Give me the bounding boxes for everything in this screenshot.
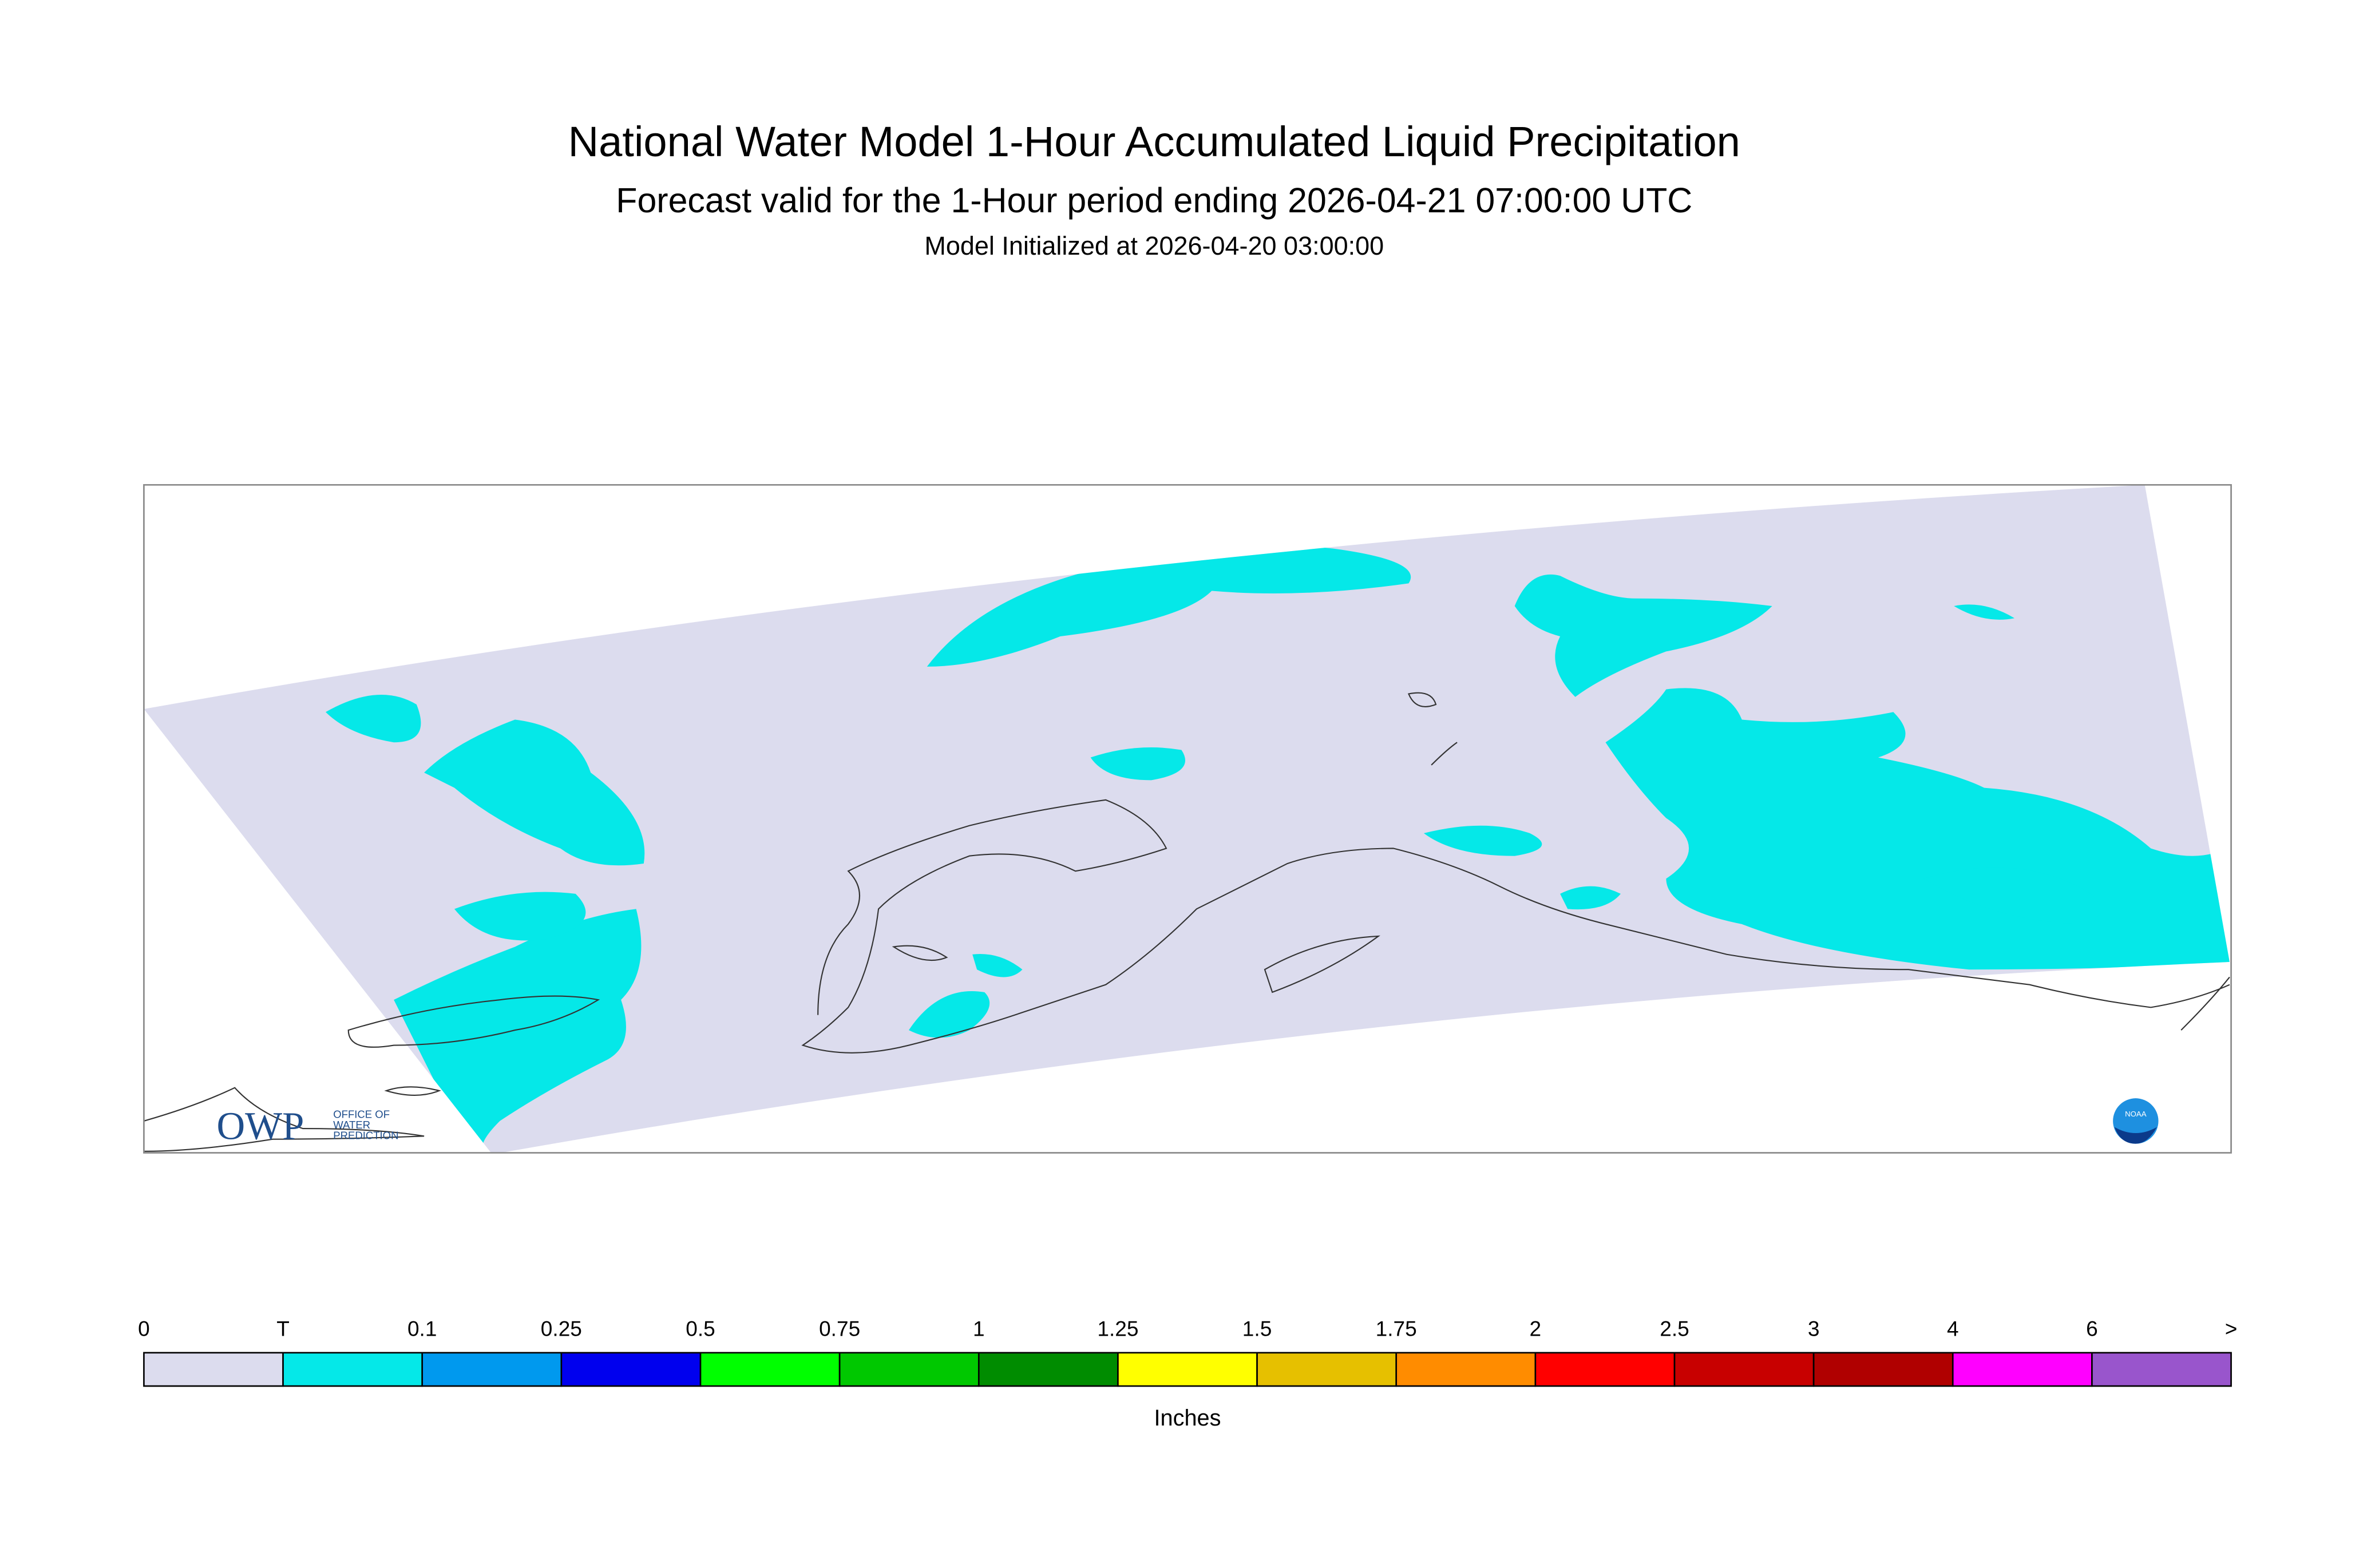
colorbar-swatch	[699, 1352, 841, 1387]
colorbar-label: 4	[1947, 1317, 1959, 1341]
colorbar-label: 1.25	[1097, 1317, 1138, 1341]
owp-logo: OWP OFFICE OF WATER PREDICTION	[216, 1104, 398, 1148]
colorbar-label: 0.25	[541, 1317, 582, 1341]
colorbar-swatch	[838, 1352, 980, 1387]
colorbar-label: 0	[138, 1317, 150, 1341]
owp-line: OFFICE OF	[333, 1108, 390, 1120]
colorbar-label: 1	[973, 1317, 985, 1341]
colorbar-label: 0.1	[407, 1317, 437, 1341]
subtitle: Forecast valid for the 1-Hour period end…	[616, 181, 1692, 220]
map-frame	[143, 484, 2232, 1154]
colorbar-swatch	[560, 1352, 702, 1387]
colorbar-label: 2	[1530, 1317, 1542, 1341]
colorbar-swatch	[1395, 1352, 1537, 1387]
colorbar-swatch	[143, 1352, 284, 1387]
colorbar-swatch	[1812, 1352, 1954, 1387]
colorbar-label: 0.75	[819, 1317, 860, 1341]
colorbar-label: T	[276, 1317, 290, 1341]
colorbar-label: 1.75	[1376, 1317, 1417, 1341]
owp-line: PREDICTION	[333, 1130, 398, 1142]
coastlines	[144, 692, 2230, 1152]
map: OWP OFFICE OF WATER PREDICTION NOAA	[143, 484, 2232, 1154]
colorbar-swatch	[1673, 1352, 1815, 1387]
precip-areas	[326, 545, 2230, 1153]
owp-line: WATER	[333, 1119, 370, 1131]
owp-text: OWP	[216, 1104, 304, 1148]
colorbar-label: 1.5	[1242, 1317, 1272, 1341]
noaa-text: NOAA	[2125, 1110, 2147, 1118]
colorbar-label: 3	[1808, 1317, 1820, 1341]
colorbar-label: 0.5	[686, 1317, 715, 1341]
noaa-wave	[2114, 1127, 2157, 1144]
colorbar-label: >	[2225, 1317, 2238, 1341]
colorbar-swatch	[1117, 1352, 1258, 1387]
init-time: Model Initialized at 2026-04-20 03:00:00	[924, 231, 1384, 260]
colorbar-swatch	[2091, 1352, 2232, 1387]
colorbar-swatch	[1952, 1352, 2093, 1387]
noaa-logo: NOAA	[2113, 1098, 2159, 1144]
colorbar-swatch	[421, 1352, 563, 1387]
colorbar-swatch	[1256, 1352, 1398, 1387]
colorbar-label: 2.5	[1660, 1317, 1689, 1341]
colorbar-unit: Inches	[1154, 1405, 1221, 1431]
colorbar-swatch	[282, 1352, 423, 1387]
colorbar: 0 T 0.1 0.25 0.5 0.75 1 1.25 1.5 1.75 2 2.5 3 4 6 >	[138, 1317, 2238, 1387]
colorbar-swatch	[1534, 1352, 1676, 1387]
title: National Water Model 1-Hour Accumulated …	[568, 118, 1740, 165]
colorbar-label: 6	[2086, 1317, 2098, 1341]
model-domain	[144, 485, 2230, 1153]
colorbar-swatch	[977, 1352, 1119, 1387]
